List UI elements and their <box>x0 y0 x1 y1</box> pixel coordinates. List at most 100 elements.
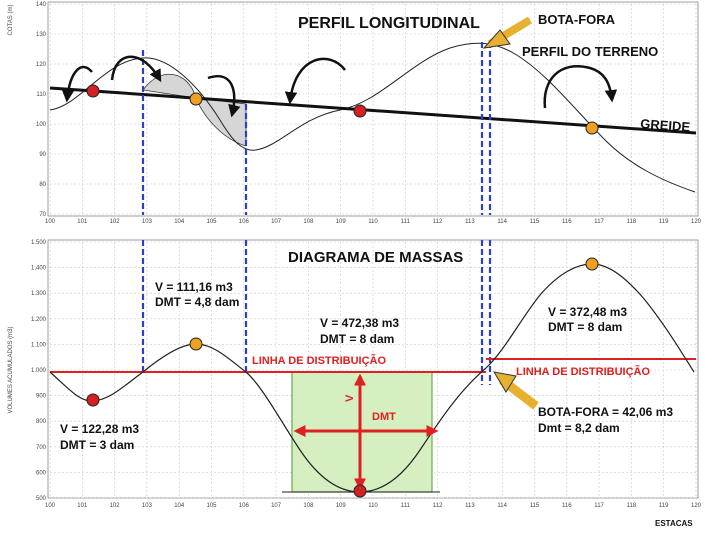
v4-dmt: DMT = 3 dam <box>60 438 134 452</box>
orange-point-2 <box>585 121 599 135</box>
bot-x-tick-label: 116 <box>562 503 572 509</box>
bottom-orange-point-2 <box>585 257 599 271</box>
bot-x-tick-label: 107 <box>271 503 282 509</box>
bot-y-tick-label: 700 <box>36 445 47 451</box>
top-x-tick-label: 113 <box>465 219 475 225</box>
top-y-tick-label: 130 <box>36 32 47 38</box>
bot-x-tick-label: 113 <box>465 503 475 509</box>
bot-y-tick-label: 1.300 <box>31 291 47 297</box>
bot-x-tick-label: 102 <box>110 503 121 509</box>
top-x-tick-label: 107 <box>271 219 282 225</box>
bottom-x-ticks: 100 101 102 103 104 105 106 107 108 109 110 111 112 1… <box>45 503 702 509</box>
bot-x-tick-label: 109 <box>336 503 347 509</box>
bot-y-tick-label: 500 <box>36 496 47 502</box>
top-x-tick-label: 103 <box>142 219 153 225</box>
bot-x-tick-label: 111 <box>401 503 411 509</box>
v1-volume: V = 111,16 m3 <box>155 280 233 294</box>
v3-volume: V = 372,48 m3 <box>548 305 627 319</box>
bottom-y-ticks: 1.500 1.400 1.300 1.200 1.100 1.000 900 800 700 6… <box>31 240 47 502</box>
top-x-tick-label: 116 <box>562 219 572 225</box>
top-x-tick-label: 117 <box>594 219 604 225</box>
bot-y-tick-label: 1.400 <box>31 266 47 272</box>
bot-x-tick-label: 119 <box>659 503 669 509</box>
top-y-tick-label: 120 <box>36 62 47 68</box>
bot-x-tick-label: 114 <box>497 503 507 509</box>
top-y-tick-label: 100 <box>36 122 47 128</box>
bot-y-tick-label: 1.200 <box>31 317 47 323</box>
bot-x-tick-label: 106 <box>239 503 250 509</box>
top-y-tick-label: 110 <box>36 92 46 98</box>
bot-y-tick-label: 1.500 <box>31 240 47 246</box>
bot-y-tick-label: 1.100 <box>31 342 47 348</box>
bottom-red-point-2 <box>353 484 367 498</box>
bot-x-tick-label: 103 <box>142 503 153 509</box>
top-x-tick-label: 110 <box>368 219 378 225</box>
v2-dmt: DMT = 8 dam <box>320 332 394 346</box>
arrow-curve-4 <box>284 57 346 105</box>
bot-x-tick-label: 100 <box>45 503 56 509</box>
bota-fora-dmt: Dmt = 8,2 dam <box>538 421 620 435</box>
bot-x-tick-label: 110 <box>368 503 378 509</box>
v4-volume: V = 122,28 m3 <box>60 422 139 436</box>
bot-x-tick-label: 104 <box>174 503 185 509</box>
bottom-y-axis-label: VOLUMES ACUMULADOS (m3) <box>8 326 14 413</box>
top-x-ticks: 100 101 102 103 104 105 106 107 108 109 110 111 112 1… <box>45 219 702 225</box>
dmt-marker-label: DMT <box>372 411 396 423</box>
top-x-tick-label: 100 <box>45 219 56 225</box>
perfil-terreno-label: PERFIL DO TERRENO <box>522 44 658 59</box>
arrow-curve-3 <box>207 75 241 118</box>
top-x-tick-label: 101 <box>77 219 88 225</box>
v2-volume: V = 472,38 m3 <box>320 316 399 330</box>
top-chart-title: PERFIL LONGITUDINAL <box>298 15 480 32</box>
bota-fora-arrowhead-bottom <box>493 371 517 393</box>
bottom-grid <box>49 241 697 499</box>
bota-fora-label: BOTA-FORA <box>538 12 616 27</box>
bota-fora-volume: BOTA-FORA = 42,06 m3 <box>538 405 673 419</box>
bot-x-tick-label: 108 <box>303 503 314 509</box>
bottom-chart: 1.500 1.400 1.300 1.200 1.100 1.000 900 800 700 6… <box>8 239 702 528</box>
bot-y-tick-label: 600 <box>36 470 47 476</box>
top-x-tick-label: 114 <box>497 219 507 225</box>
top-x-tick-label: 106 <box>239 219 250 225</box>
red-point-2 <box>353 104 367 118</box>
top-chart: 140 130 120 110 100 90 80 70 100 101 102 103 104 105… <box>8 1 702 225</box>
linha-distribuicao-1: LINHA DE DISTRIBUIÇÃO <box>252 354 386 367</box>
bota-fora-arrowhead-top <box>482 29 511 49</box>
v-marker-label: V <box>344 394 356 402</box>
bottom-chart-title: DIAGRAMA DE MASSAS <box>288 249 463 266</box>
top-y-ticks: 140 130 120 110 100 90 80 70 <box>36 2 47 218</box>
bottom-orange-point-1 <box>189 337 203 351</box>
top-x-tick-label: 104 <box>174 219 185 225</box>
top-x-tick-label: 102 <box>110 219 121 225</box>
terrain-profile-line <box>49 42 696 193</box>
orange-point-1 <box>189 92 203 106</box>
bot-x-tick-label: 101 <box>77 503 88 509</box>
top-y-tick-label: 90 <box>39 152 46 158</box>
top-y-tick-label: 70 <box>39 212 46 218</box>
top-x-tick-label: 118 <box>627 219 637 225</box>
arrow-curve-2 <box>110 55 162 83</box>
bot-y-tick-label: 900 <box>36 394 47 400</box>
bot-x-tick-label: 112 <box>433 503 443 509</box>
bot-x-tick-label: 115 <box>530 503 540 509</box>
bot-y-tick-label: 1.000 <box>31 368 47 374</box>
bottom-x-axis-label: ESTACAS <box>655 519 693 528</box>
linha-distribuicao-2: LINHA DE DISTRIBUIÇÃO <box>516 365 650 378</box>
bot-x-tick-label: 118 <box>627 503 637 509</box>
arrow-curve-1 <box>61 65 93 103</box>
top-x-tick-label: 112 <box>433 219 443 225</box>
top-x-tick-label: 115 <box>530 219 540 225</box>
top-x-tick-label: 108 <box>303 219 314 225</box>
top-y-tick-label: 80 <box>39 182 46 188</box>
bot-y-tick-label: 800 <box>36 419 47 425</box>
bottom-red-point-1 <box>86 393 100 407</box>
top-x-tick-label: 120 <box>691 219 702 225</box>
top-x-tick-label: 109 <box>336 219 347 225</box>
bot-x-tick-label: 105 <box>206 503 217 509</box>
top-y-tick-label: 140 <box>36 2 47 8</box>
bot-x-tick-label: 117 <box>594 503 604 509</box>
arrow-curve-5 <box>543 65 618 109</box>
top-x-tick-label: 119 <box>659 219 669 225</box>
bot-x-tick-label: 120 <box>691 503 702 509</box>
